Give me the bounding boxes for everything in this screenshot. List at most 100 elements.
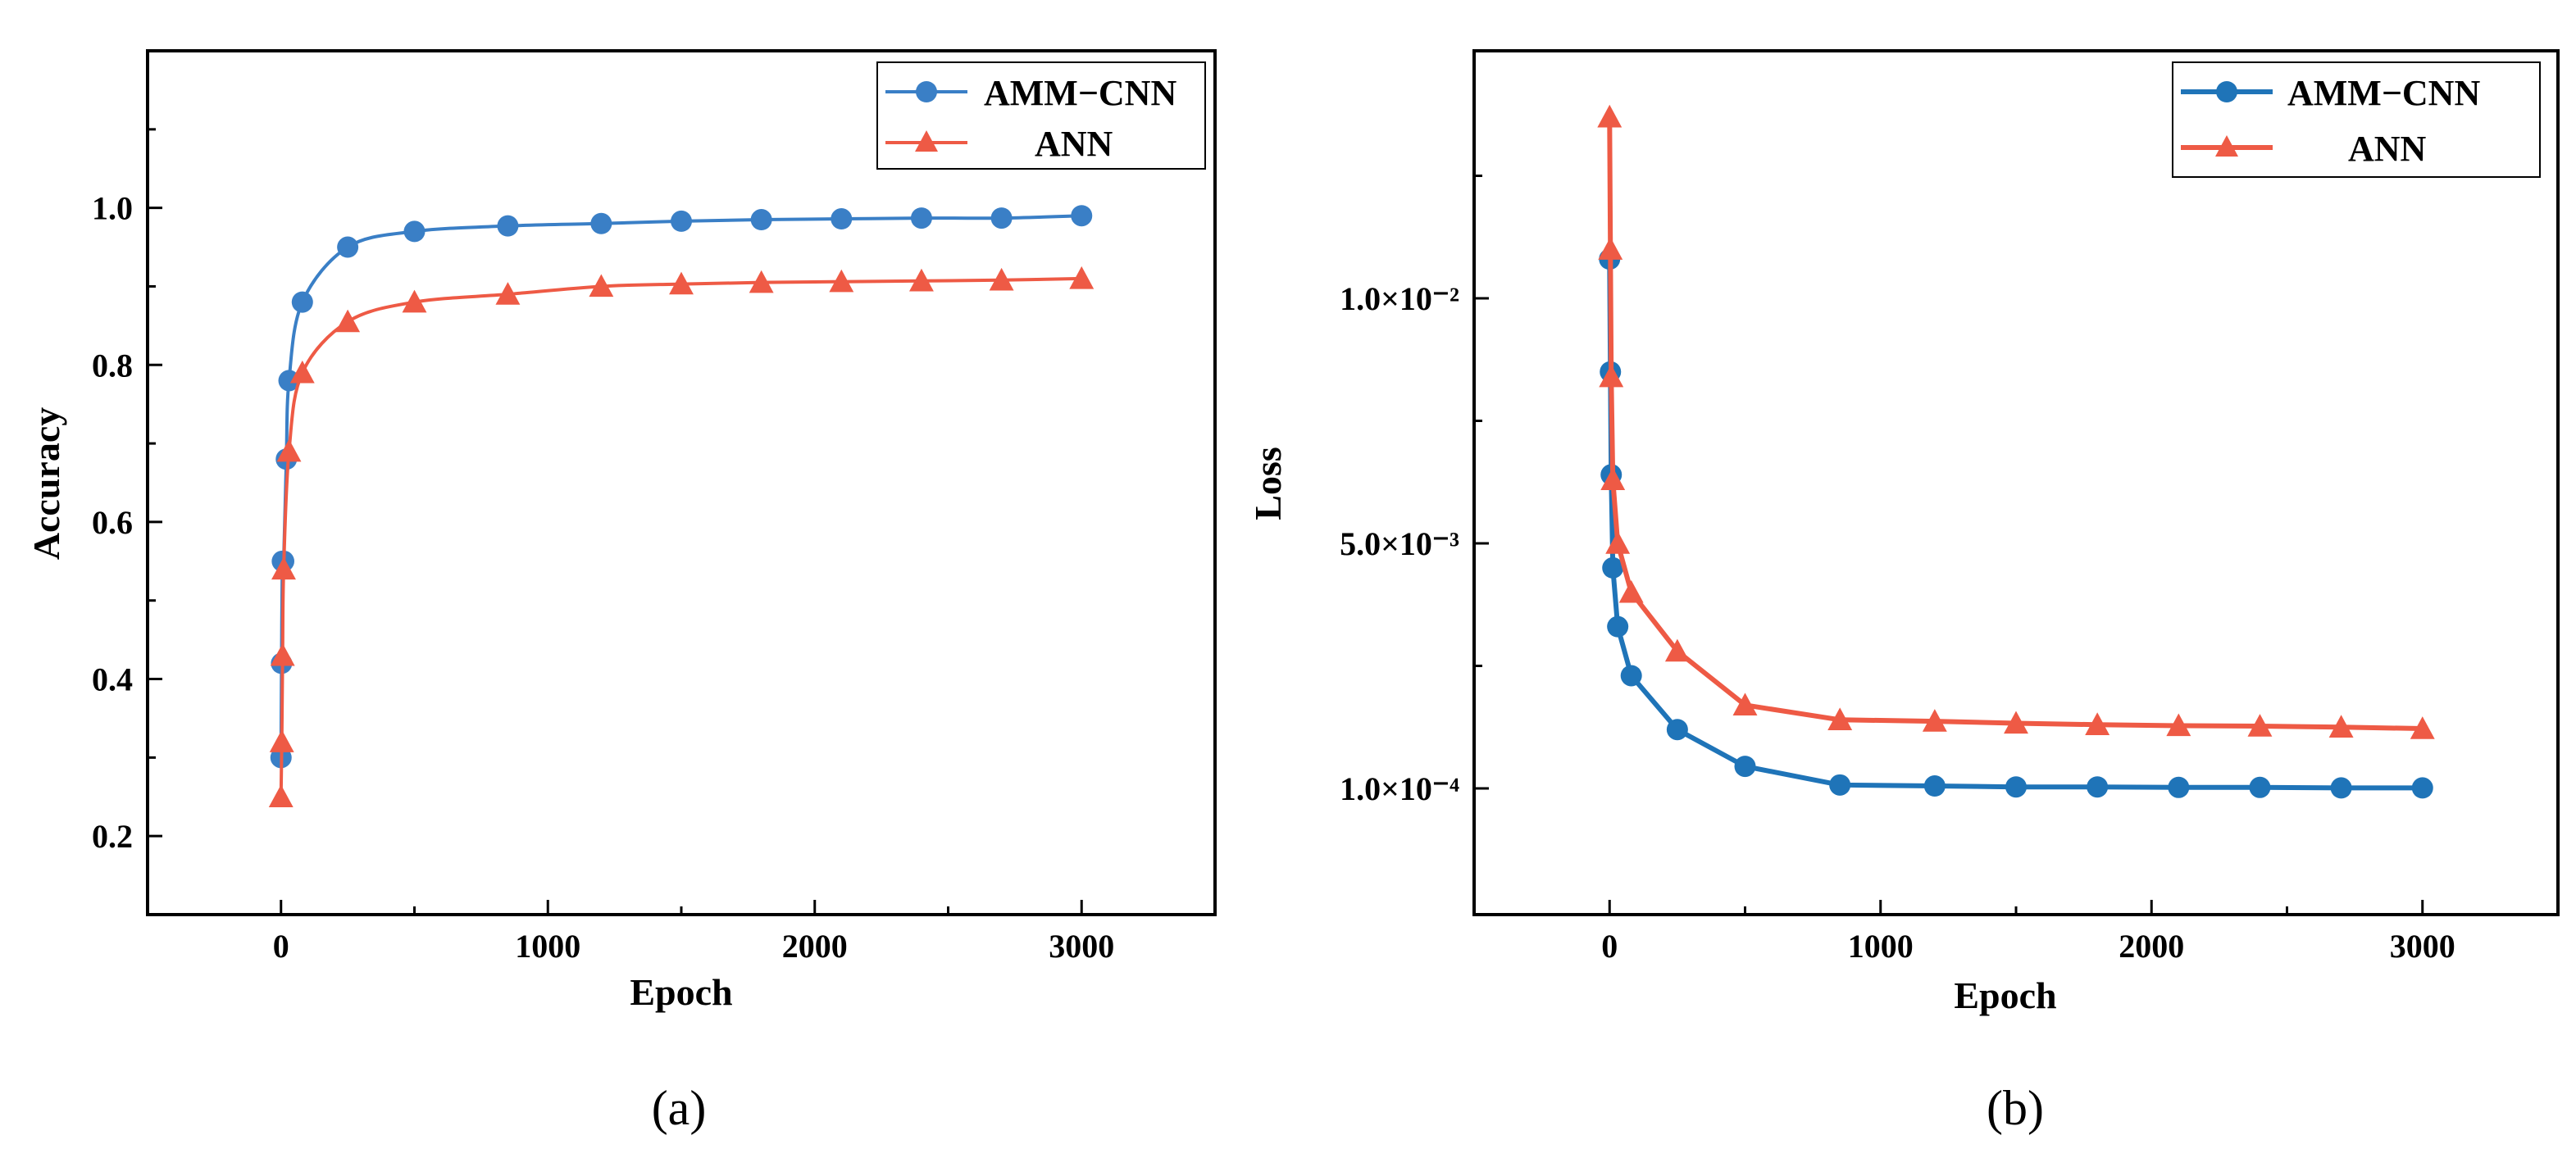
x-axis-title-b: Epoch: [1954, 974, 2056, 1016]
data-point-a-1: [402, 289, 427, 313]
data-point-b-1: [1618, 579, 1644, 603]
x-tick-label-a: 2000: [782, 928, 848, 965]
series-line-b-1: [1607, 116, 2423, 732]
data-point-b-1: [1664, 638, 1690, 662]
data-point-a-0: [910, 207, 932, 229]
data-point-b-1: [2004, 711, 2028, 734]
data-point-b-1: [2410, 716, 2435, 739]
x-tick-label-b: 3000: [2390, 928, 2455, 965]
data-point-a-0: [278, 370, 300, 392]
series-line-b-0: [1607, 259, 2423, 791]
data-point-a-0: [590, 212, 612, 234]
data-point-b-0: [1923, 775, 1946, 797]
accuracy-chart: 0 1000 2000 3000 0.2 0.4 0.6 0.8 1.0 Epoch Accur…: [25, 49, 1217, 1135]
plot-frame-a: [146, 49, 1217, 916]
data-point-b-0: [1602, 556, 1624, 579]
data-point-a-1: [268, 784, 294, 807]
data-point-b-0: [2005, 776, 2027, 798]
legend-label-amm-cnn-b: AMM−CNN: [2287, 73, 2480, 113]
y-tick-label-b: 1.0×10⁻⁴: [1340, 770, 1459, 807]
data-point-a-0: [831, 208, 853, 230]
data-point-a-1: [495, 282, 521, 305]
panel-label-a: (a): [652, 1081, 707, 1135]
y-tick-label-a: 0.6: [92, 504, 133, 541]
data-point-b-1: [1597, 104, 1623, 128]
legend-marker-ann-a: [915, 130, 938, 152]
series-group-b: [1597, 104, 2435, 799]
data-point-a-0: [671, 210, 692, 232]
data-point-b-0: [1734, 756, 1756, 778]
data-point-b-0: [2249, 776, 2271, 798]
data-point-a-0: [1071, 205, 1093, 227]
legend-a: AMM−CNN ANN: [876, 61, 1206, 170]
data-point-a-1: [989, 267, 1014, 291]
legend-marker-amm-cnn-a: [916, 81, 937, 102]
tick-group-a: 0 1000 2000 3000 0.2 0.4 0.6 0.8 1.0: [92, 128, 1114, 965]
data-point-a-1: [289, 360, 315, 384]
data-point-a-0: [337, 236, 359, 258]
data-point-a-1: [1069, 266, 1095, 289]
y-tick-label-b: 5.0×10⁻³: [1340, 525, 1459, 562]
data-point-a-1: [270, 643, 295, 666]
data-point-a-1: [269, 729, 294, 752]
data-point-a-0: [750, 209, 772, 231]
data-point-a-1: [669, 271, 694, 295]
data-point-b-0: [1666, 719, 1688, 741]
x-axis-title-a: Epoch: [630, 971, 732, 1013]
data-point-b-0: [2168, 776, 2190, 798]
legend-marker-ann-b: [2215, 135, 2238, 157]
data-point-b-1: [1600, 467, 1626, 490]
y-tick-label-a: 0.4: [92, 661, 133, 698]
y-tick-label-a: 1.0: [92, 190, 133, 227]
data-point-a-1: [335, 309, 361, 333]
series-line-a-1: [279, 276, 1082, 797]
legend-label-ann-a: ANN: [1035, 124, 1113, 164]
data-point-b-1: [1732, 693, 1758, 716]
y-tick-label-a: 0.2: [92, 818, 133, 855]
x-tick-label-b: 0: [1601, 928, 1618, 965]
data-point-a-1: [271, 556, 296, 580]
data-point-b-1: [2247, 714, 2273, 737]
data-point-b-1: [2085, 712, 2110, 735]
data-point-a-0: [403, 220, 426, 243]
data-point-a-1: [749, 270, 774, 293]
legend-b: AMM−CNN ANN: [2172, 61, 2541, 178]
data-point-a-1: [589, 274, 614, 297]
data-point-b-0: [1607, 615, 1629, 638]
data-point-a-0: [990, 207, 1013, 229]
data-point-b-0: [2411, 777, 2433, 799]
y-tick-label-a: 0.8: [92, 347, 133, 384]
series-group-a: [268, 205, 1095, 807]
y-axis-title-a: Accuracy: [25, 407, 67, 560]
data-point-b-0: [2087, 776, 2109, 798]
y-tick-label-b: 1.0×10⁻²: [1340, 280, 1459, 317]
loss-chart: 0 1000 2000 3000 1.0×10⁻² 5.0×10⁻³ 1.0×10⁻⁴ Ep…: [1247, 49, 2560, 1135]
data-point-b-0: [1829, 774, 1851, 796]
tick-group-b: 0 1000 2000 3000 1.0×10⁻² 5.0×10⁻³ 1.0×10⁻⁴: [1340, 175, 2455, 965]
data-point-b-1: [1922, 709, 1947, 732]
panel-label-b: (b): [1987, 1081, 2044, 1135]
data-point-a-1: [829, 269, 854, 293]
data-point-a-0: [291, 291, 313, 313]
data-point-b-1: [2166, 713, 2191, 737]
data-point-b-1: [1599, 364, 1624, 388]
x-tick-label-a: 1000: [515, 928, 580, 965]
series-line-a-0: [279, 214, 1082, 758]
data-point-b-1: [1605, 531, 1631, 554]
data-point-a-1: [276, 438, 302, 462]
data-point-b-0: [2330, 777, 2352, 799]
y-axis-title-b: Loss: [1247, 447, 1289, 520]
legend-frame-b: [2172, 61, 2541, 178]
x-tick-label-a: 0: [273, 928, 289, 965]
data-point-a-1: [909, 268, 934, 292]
legend-label-ann-b: ANN: [2348, 129, 2427, 169]
legend-marker-amm-cnn-b: [2216, 81, 2237, 102]
data-point-a-0: [497, 215, 519, 237]
legend-label-amm-cnn-a: AMM−CNN: [984, 73, 1176, 113]
x-tick-label-b: 1000: [1848, 928, 1914, 965]
x-tick-label-a: 3000: [1049, 928, 1114, 965]
data-point-b-1: [1598, 237, 1623, 260]
x-tick-label-b: 2000: [2119, 928, 2184, 965]
data-point-b-1: [1827, 707, 1853, 730]
